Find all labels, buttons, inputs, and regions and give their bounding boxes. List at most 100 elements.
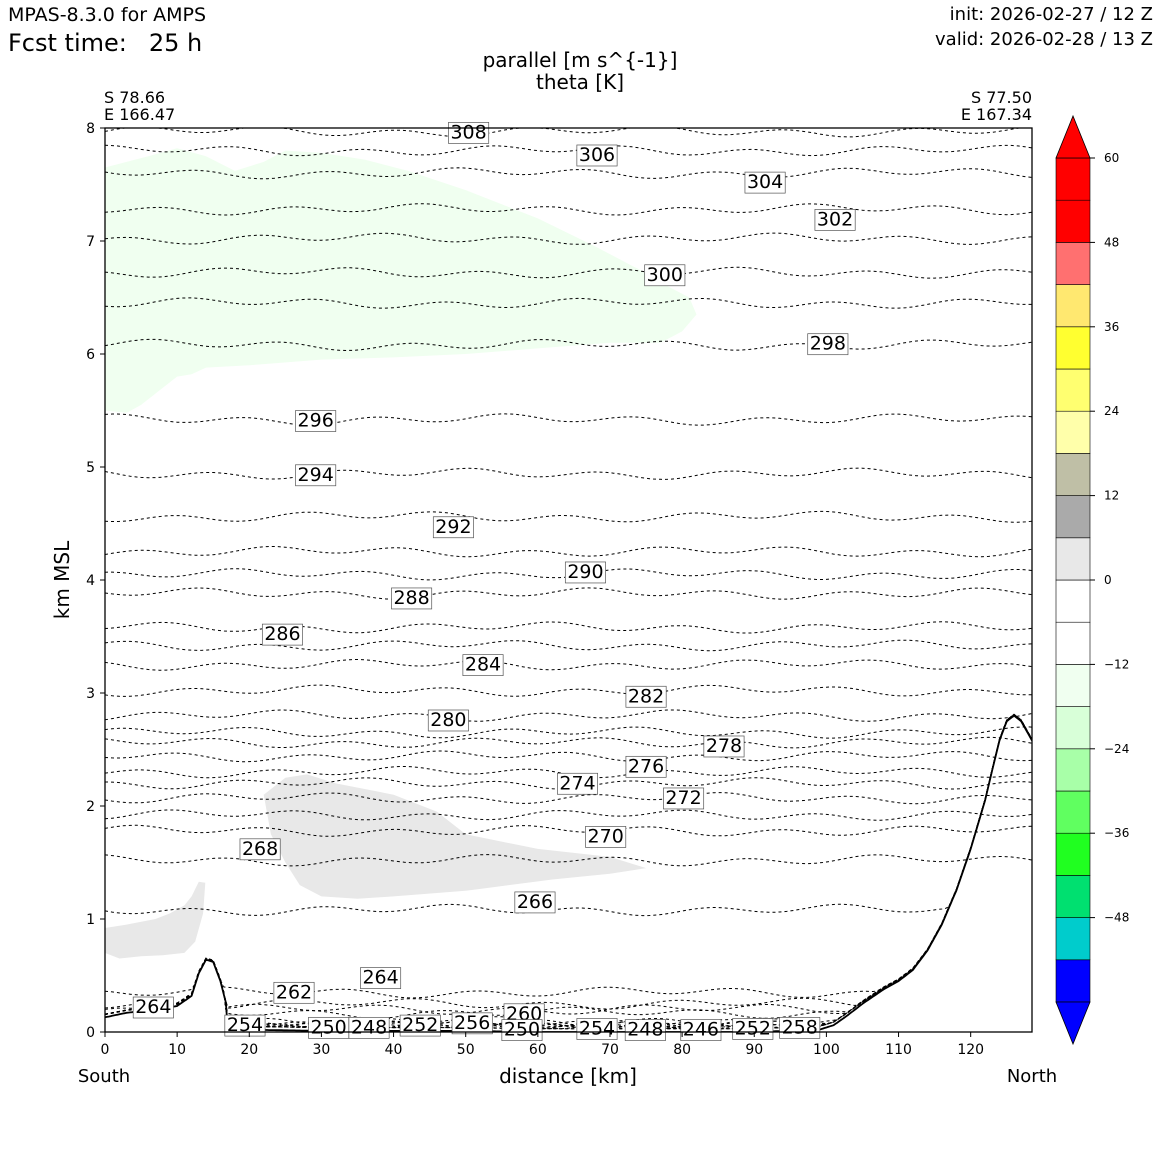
forecast-time-value: 25 h [148,29,203,57]
theta-contour-306 [105,144,1032,157]
x-tick-label: 50 [457,1042,475,1058]
theta-contour-unlabeled [105,546,1032,558]
theta-label-box [462,654,504,676]
theta-label-text: 248 [627,1019,663,1041]
theta-contour-292 [105,510,1032,523]
wind-shading [105,148,697,959]
theta-contour-282 [105,684,1032,697]
colorbar-segment [1055,748,1091,792]
y-tick-label: 4 [86,573,95,589]
theta-contour-248 [105,713,1032,1030]
theta-label-box [807,333,849,356]
theta-label-text: 302 [817,208,853,230]
colorbar-segment [1055,326,1091,370]
theta-label-266: 266 [514,891,556,914]
theta-contour-266 [105,713,1032,917]
colorbar-under-arrow [1055,1001,1091,1046]
theta-label-box [732,1018,774,1040]
theta-label-box [585,826,627,848]
theta-label-text: 248 [351,1016,387,1038]
theta-label-text: 306 [579,144,615,166]
y-tick-label: 0 [86,1025,95,1041]
colorbar-segment [1055,875,1091,918]
south-label: South [78,1066,130,1087]
theta-label-290: 290 [564,561,606,584]
theta-label-264: 264 [132,996,174,1019]
theta-contour-288 [105,587,1032,600]
y-tick-label: 8 [86,121,95,137]
theta-contour-unlabeled [105,809,1032,821]
colorbar-segment [1055,621,1091,665]
theta-label-274: 274 [557,772,599,795]
theta-label-262: 262 [273,981,315,1004]
y-tick-label: 2 [86,799,95,815]
theta-label-304: 304 [744,171,786,194]
right-endpoint-lon: E 167.34 [961,105,1032,124]
x-tick-label: 70 [601,1042,619,1058]
theta-label-250: 250 [501,1019,543,1041]
theta-label-text: 270 [588,825,624,847]
theta-label-box [427,709,469,732]
positive-parallel-wind-left [105,881,206,959]
north-label: North [1007,1066,1057,1087]
positive-parallel-wind-lower [263,774,647,899]
theta-label-box [576,1018,618,1040]
theta-label-252: 252 [399,1014,441,1037]
colorbar-segment [1055,453,1091,496]
theta-label-252: 252 [732,1017,774,1040]
theta-label-294: 294 [295,464,337,487]
theta-label-text: 250 [311,1016,347,1038]
y-tick-label: 7 [86,234,95,250]
colorbar-segment [1055,706,1091,750]
theta-label-box [295,410,337,432]
chart-title-line-1: parallel [m s^{-1}] [483,48,678,72]
theta-label-text: 308 [450,121,486,143]
theta-label-282: 282 [625,685,667,708]
theta-label-text: 262 [276,981,312,1003]
colorbar-segment [1055,410,1091,454]
theta-contour-278 [105,736,1032,749]
y-tick-label: 6 [86,347,95,363]
negative-parallel-wind-upper [105,148,697,413]
colorbar-segment [1055,917,1091,961]
colorbar-segment [1055,495,1091,539]
theta-contour-unlabeled [105,726,1032,739]
theta-label-text: 296 [298,410,334,432]
colorbar-tick-label: 0 [1104,573,1112,587]
colorbar-segment [1055,157,1091,201]
x-tick-label: 110 [885,1042,912,1058]
colorbar-over-arrow [1055,114,1091,159]
theta-label-text: 282 [628,685,664,707]
theta-label-258: 258 [779,1016,821,1039]
forecast-time-label: Fcst time: [8,29,127,57]
theta-label-286: 286 [261,623,303,646]
x-tick-label: 100 [813,1042,840,1058]
theta-label-280: 280 [427,709,469,732]
colorbar-tick-label: −12 [1104,657,1129,671]
theta-label-text: 304 [747,171,783,193]
x-tick-label: 60 [529,1042,547,1058]
theta-label-292: 292 [432,516,474,539]
init-time: init: 2026-02-27 / 12 Z [949,4,1153,25]
theta-label-250: 250 [308,1016,350,1039]
chart-title: parallel [m s^{-1}] theta [K] [483,48,678,94]
theta-contour-262 [105,713,1032,999]
theta-label-box [624,1019,666,1041]
colorbar-segment [1055,664,1091,707]
theta-label-272: 272 [663,787,705,810]
theta-contour-280 [105,709,1032,722]
colorbar-segment [1055,959,1091,1003]
theta-label-254: 254 [224,1014,266,1037]
theta-label-296: 296 [295,410,337,432]
theta-label-box [224,1014,266,1037]
theta-label-box [261,623,303,646]
theta-label-278: 278 [703,735,745,758]
theta-label-306: 306 [576,144,618,167]
colorbar-tick-label: 60 [1104,151,1119,165]
theta-contour-284 [105,659,1032,671]
x-tick-label: 90 [745,1042,763,1058]
x-tick-label: 80 [673,1042,691,1058]
theta-label-box [814,209,856,231]
chart-title-line-2: theta [K] [536,70,624,94]
